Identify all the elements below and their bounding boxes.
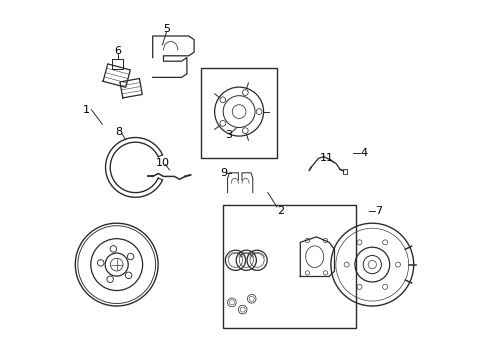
Text: 9: 9 — [220, 168, 227, 178]
Bar — [201, 68, 276, 158]
Text: 2: 2 — [276, 206, 284, 216]
Text: 3: 3 — [224, 130, 231, 140]
Text: 7: 7 — [374, 206, 381, 216]
Text: 10: 10 — [155, 158, 169, 168]
Text: 8: 8 — [116, 127, 122, 138]
Bar — [342, 169, 346, 174]
Bar — [223, 205, 355, 328]
Text: 1: 1 — [83, 105, 90, 115]
Text: 6: 6 — [114, 46, 121, 56]
Text: 11: 11 — [320, 153, 334, 163]
Text: 5: 5 — [163, 24, 169, 34]
Text: 4: 4 — [360, 148, 367, 158]
